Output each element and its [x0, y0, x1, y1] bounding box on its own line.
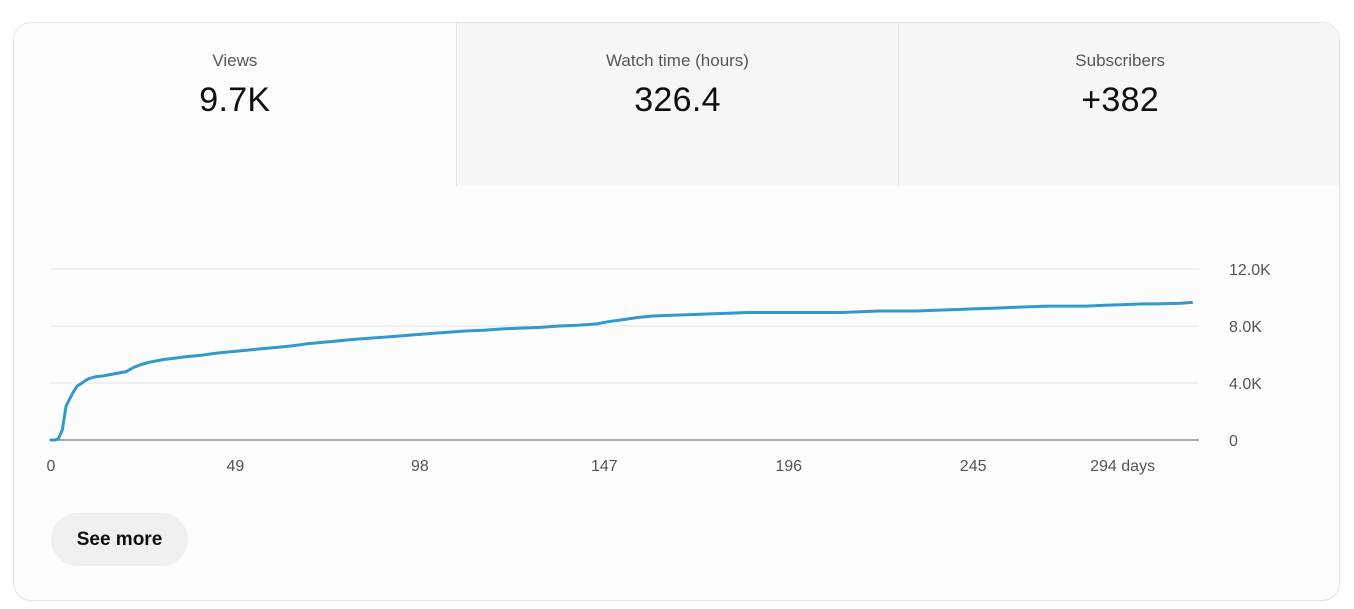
- tab-views-value: 9.7K: [199, 81, 271, 119]
- views-line-chart: 0 4.0K 8.0K 12.0K 0 49 98 147 196 245 294 days: [47, 262, 1272, 475]
- tab-watch-time-value: 326.4: [634, 81, 721, 119]
- tab-subscribers-value: +382: [1081, 81, 1160, 119]
- analytics-card: Views 9.7K Watch time (hours) 326.4 Subs…: [13, 22, 1340, 601]
- y-tick-label: 8.0K: [1229, 319, 1262, 336]
- x-tick-label: 245: [960, 458, 987, 475]
- see-more-button[interactable]: See more: [51, 513, 188, 566]
- x-tick-label: 98: [411, 458, 429, 475]
- tab-views-label: Views: [212, 51, 258, 70]
- tab-watch-time[interactable]: Watch time (hours) 326.4: [455, 23, 899, 186]
- metric-tabs: Views 9.7K Watch time (hours) 326.4 Subs…: [14, 23, 1339, 186]
- x-tick-label: 0: [47, 458, 56, 475]
- tab-watch-time-label: Watch time (hours): [606, 51, 749, 70]
- x-tick-label: 49: [227, 458, 245, 475]
- x-tick-label: 147: [591, 458, 618, 475]
- y-tick-label: 12.0K: [1229, 262, 1271, 279]
- tab-subscribers[interactable]: Subscribers +382: [898, 23, 1339, 186]
- tab-views[interactable]: Views 9.7K: [14, 23, 456, 186]
- x-tick-label: 294 days: [1090, 458, 1155, 475]
- x-tick-label: 196: [775, 458, 802, 475]
- tab-subscribers-label: Subscribers: [1075, 51, 1166, 70]
- y-tick-label: 4.0K: [1229, 376, 1262, 393]
- y-tick-label: 0: [1229, 433, 1238, 450]
- series-line-views: [49, 301, 1193, 442]
